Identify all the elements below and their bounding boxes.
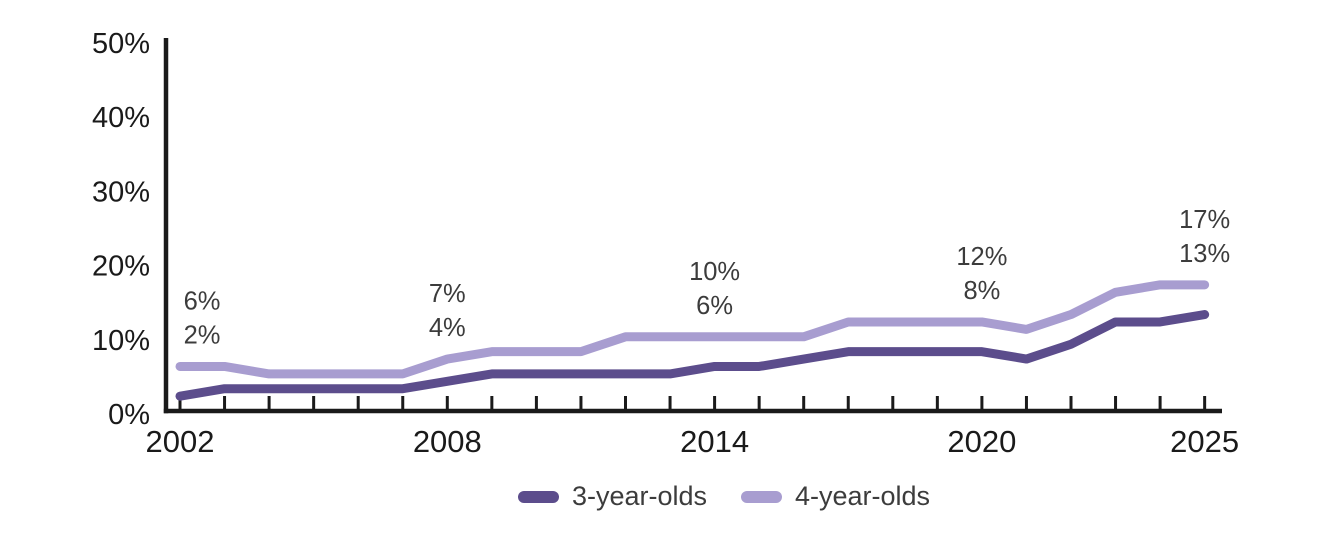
y-axis-label-0: 0% (108, 399, 150, 431)
legend-label-4-year-olds: 4-year-olds (795, 481, 931, 511)
data-label-3-year-olds-2014: 6% (696, 292, 733, 320)
legend-swatch-3-year-olds-icon (517, 490, 559, 503)
x-axis-label-2002: 2002 (146, 424, 215, 459)
legend-swatch-4-year-olds-icon (741, 490, 782, 503)
x-axis-label-2014: 2014 (680, 424, 749, 459)
y-axis-label-40: 40% (92, 102, 150, 134)
series-line-3-year-olds (175, 310, 1210, 401)
data-label-3-year-olds-2020: 8% (963, 277, 1000, 305)
series-line-4-year-olds (175, 280, 1210, 379)
data-label-4-year-olds-2008: 7% (429, 280, 466, 308)
x-axis-label-2008: 2008 (413, 424, 482, 459)
y-axis-label-20: 20% (92, 251, 150, 283)
legend-item-3-year-olds: 3-year-olds (517, 481, 707, 511)
y-axis-label-10: 10% (92, 325, 150, 357)
y-axis-label-30: 30% (92, 176, 150, 208)
data-label-4-year-olds-2025: 17% (1179, 206, 1230, 234)
data-label-4-year-olds-2002: 6% (184, 287, 221, 315)
chart-legend: 3-year-olds 4-year-olds (0, 483, 1334, 510)
data-label-3-year-olds-2002: 2% (184, 321, 221, 349)
x-axis-label-2025: 2025 (1170, 424, 1239, 459)
data-label-4-year-olds-2020: 12% (956, 243, 1007, 271)
legend-label-3-year-olds: 3-year-olds (571, 481, 707, 511)
x-axis-label-2020: 2020 (947, 424, 1016, 459)
data-label-4-year-olds-2014: 10% (689, 258, 740, 286)
y-axis-label-50: 50% (92, 28, 150, 60)
data-label-3-year-olds-2025: 13% (1179, 240, 1230, 268)
legend-item-4-year-olds: 4-year-olds (741, 483, 930, 510)
data-label-3-year-olds-2008: 4% (429, 314, 466, 342)
